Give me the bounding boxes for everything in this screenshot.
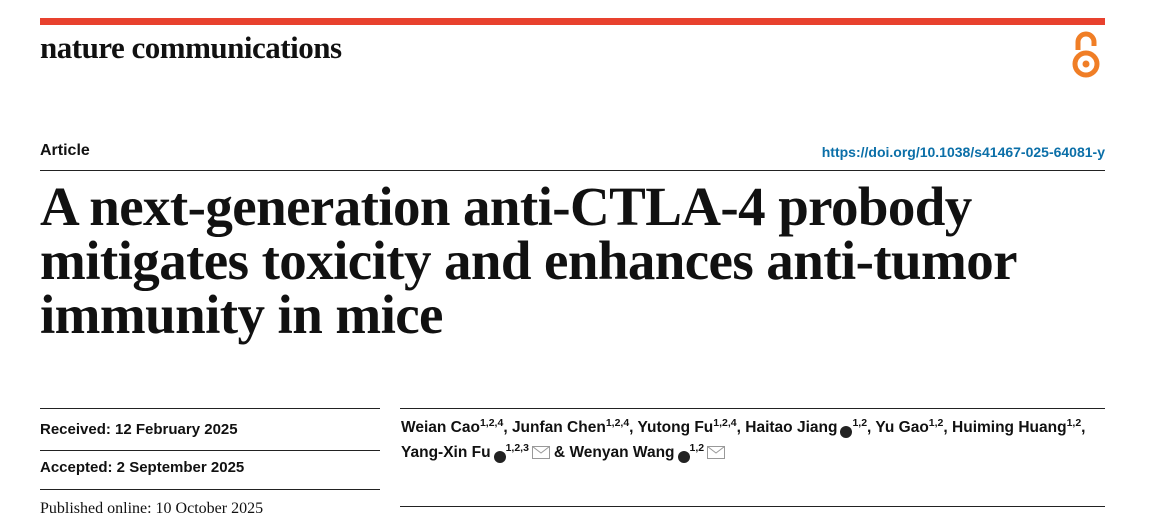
author: Wenyan Wang​1,2: [569, 441, 726, 463]
separator: ,: [736, 419, 741, 436]
author-name: Huiming Huang: [952, 419, 1067, 436]
affiliation: 1,2,3: [505, 441, 529, 454]
divider: [40, 489, 380, 490]
accepted-date: Accepted: 2 September 2025: [40, 459, 245, 476]
author: Yang-Xin Fu​1,2,3 &: [401, 441, 566, 463]
open-access-icon: [1072, 31, 1100, 78]
orcid-icon: ​: [840, 426, 853, 438]
published-date: Published online: 10 October 2025: [40, 500, 264, 517]
author: Yu Gao1,2,: [875, 416, 948, 436]
author-name: Yang-Xin Fu: [401, 444, 491, 461]
affiliation: 1,2: [689, 441, 705, 454]
affiliation: 1,2,4: [713, 416, 737, 429]
separator: ,: [943, 419, 948, 436]
journal-bar: [40, 18, 1105, 25]
divider: [40, 450, 380, 451]
author-name: Weian Cao: [401, 419, 480, 436]
author-list: Weian Cao1,2,4, Junfan Chen1,2,4, Yutong…: [401, 415, 1105, 465]
author: Junfan Chen1,2,4,: [511, 416, 634, 436]
affiliation: 1,2: [928, 416, 944, 429]
affiliation: 1,2,4: [605, 416, 630, 429]
separator: ,: [629, 419, 634, 436]
separator: ,: [1081, 419, 1086, 436]
email-icon[interactable]: [707, 446, 726, 459]
separator: ,: [503, 419, 508, 436]
divider: [40, 170, 1105, 171]
author: Huiming Huang1,2,: [952, 416, 1086, 436]
affiliation: 1,2,4: [479, 416, 504, 429]
author: Haitao Jiang​1,2,: [745, 416, 872, 438]
author: Yutong Fu1,2,4,: [637, 416, 741, 436]
email-icon[interactable]: [531, 446, 550, 459]
journal-name: nature communications: [40, 30, 342, 65]
orcid-icon: ​: [677, 451, 690, 463]
affiliation: 1,2: [1066, 416, 1082, 429]
orcid-icon: ​: [493, 451, 506, 463]
divider: [400, 506, 1105, 507]
divider: [40, 408, 380, 409]
separator: &: [553, 444, 566, 461]
article-type: Article: [40, 142, 90, 159]
author-name: Haitao Jiang: [745, 419, 838, 436]
received-date: Received: 12 February 2025: [40, 421, 238, 438]
article-title: A next-generation anti-CTLA-4 probody mi…: [40, 176, 1017, 345]
author-name: Yu Gao: [875, 419, 929, 436]
separator: ,: [867, 419, 872, 436]
author-name: Wenyan Wang: [569, 444, 675, 461]
author: Weian Cao1,2,4,: [401, 416, 508, 436]
author-name: Junfan Chen: [511, 419, 606, 436]
divider: [400, 408, 1105, 409]
author-name: Yutong Fu: [637, 419, 714, 436]
doi-link[interactable]: https://doi.org/10.1038/s41467-025-64081…: [821, 144, 1105, 160]
affiliation: 1,2: [852, 416, 868, 429]
